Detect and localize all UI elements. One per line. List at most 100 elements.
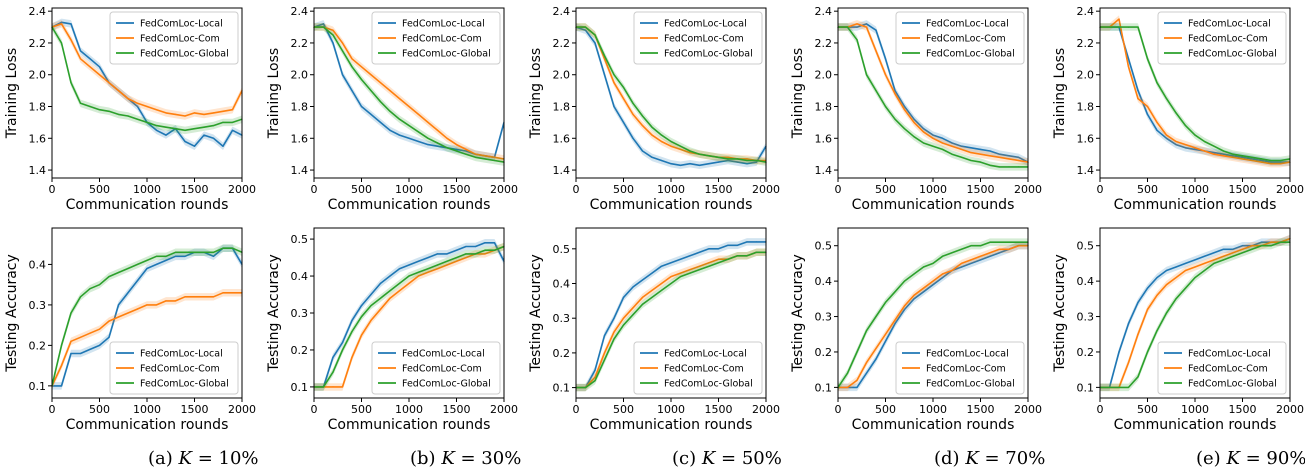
data-point-fedcomloc-local-18 <box>746 163 748 165</box>
band-fedcomloc-com <box>52 20 242 120</box>
data-point-fedcomloc-global-10 <box>408 125 410 127</box>
data-point-fedcomloc-com-6 <box>370 319 372 321</box>
data-point-fedcomloc-com-4 <box>89 66 91 68</box>
data-point-fedcomloc-global-13 <box>960 156 963 158</box>
data-point-fedcomloc-global-13 <box>960 248 963 250</box>
data-point-fedcomloc-com-8 <box>389 90 391 92</box>
data-point-fedcomloc-local-13 <box>1222 153 1225 155</box>
subplot-c-loss: 0 500 1000 1500 2000 1.4 1.6 1.8 2.0 2.2 2.4 Commun… <box>528 5 780 213</box>
legend-label-fedcomloc-global: FedComLoc-Global <box>140 49 229 60</box>
data-point-fedcomloc-global-13 <box>698 269 701 271</box>
y-tick-label: 0.5 <box>1077 240 1095 253</box>
subplot-a-acc: 0 500 1000 1500 2000 0.1 0.2 0.3 0.4 Communicatio… <box>4 227 256 433</box>
data-point-fedcomloc-local-3 <box>341 342 344 344</box>
data-point-fedcomloc-local-19 <box>755 241 758 243</box>
data-point-fedcomloc-com-5 <box>884 74 887 76</box>
x-tick-label: 500 <box>1137 403 1158 416</box>
data-point-fedcomloc-global-15 <box>717 262 720 264</box>
data-point-fedcomloc-global-4 <box>875 90 877 92</box>
data-point-fedcomloc-local-3 <box>1127 58 1130 60</box>
data-point-fedcomloc-global-4 <box>613 338 615 340</box>
data-point-fedcomloc-com-11 <box>941 142 944 144</box>
data-point-fedcomloc-local-16 <box>727 159 729 162</box>
data-point-fedcomloc-com-12 <box>427 271 429 273</box>
data-point-fedcomloc-global-6 <box>370 90 372 92</box>
subplot-c-acc: 0 500 1000 1500 2000 0.1 0.2 0.3 0.4 0.5 Communica… <box>528 227 780 433</box>
data-point-fedcomloc-com-16 <box>465 148 467 150</box>
data-point-fedcomloc-local-19 <box>493 242 496 244</box>
data-point-fedcomloc-global-14 <box>1232 153 1234 155</box>
data-point-fedcomloc-global-12 <box>1213 145 1215 147</box>
data-point-fedcomloc-local-1 <box>60 21 63 23</box>
data-point-fedcomloc-global-17 <box>736 158 739 160</box>
band-fedcomloc-global <box>838 23 1028 171</box>
data-point-fedcomloc-global-16 <box>465 253 467 255</box>
data-point-fedcomloc-com-4 <box>613 82 615 84</box>
y-axis-label: Training Loss <box>1052 48 1068 139</box>
data-point-fedcomloc-local-8 <box>127 292 129 294</box>
data-point-fedcomloc-com-10 <box>408 105 410 108</box>
data-point-fedcomloc-com-4 <box>351 356 353 358</box>
data-point-fedcomloc-global-8 <box>389 110 391 112</box>
data-point-fedcomloc-global-2 <box>856 39 858 41</box>
data-point-fedcomloc-local-7 <box>641 150 644 152</box>
data-point-fedcomloc-global-13 <box>436 142 439 144</box>
legend: FedComLoc-Local FedComLoc-Com FedComLoc-Gl… <box>1157 341 1287 395</box>
y-tick-label: 0.2 <box>291 344 309 357</box>
data-point-fedcomloc-com-15 <box>717 258 720 260</box>
y-axis-label: Testing Accuracy <box>4 254 20 373</box>
data-point-fedcomloc-global-9 <box>660 289 663 291</box>
y-tick-label: 1.4 <box>553 164 571 177</box>
legend-label-fedcomloc-com: FedComLoc-Com <box>664 364 744 375</box>
x-tick-label: 500 <box>1137 183 1158 196</box>
data-point-fedcomloc-global-11 <box>155 125 158 127</box>
data-point-fedcomloc-local-19 <box>231 129 234 131</box>
data-point-fedcomloc-local-3 <box>865 372 868 374</box>
y-tick-label: 0.4 <box>553 278 571 291</box>
y-tick-label: 0.4 <box>815 275 833 288</box>
data-point-fedcomloc-global-15 <box>455 150 458 152</box>
data-point-fedcomloc-global-3 <box>603 55 606 57</box>
data-point-fedcomloc-local-13 <box>698 251 701 253</box>
legend: FedComLoc-Local FedComLoc-Com FedComLoc-Gl… <box>895 341 1025 395</box>
band-fedcomloc-local <box>52 18 242 150</box>
data-point-fedcomloc-global-6 <box>894 291 896 293</box>
subplot-a-loss: 0 500 1000 1500 2000 1.4 1.6 1.8 2.0 2.2 2.4 Commun… <box>4 5 256 213</box>
data-point-fedcomloc-global-15 <box>717 156 720 158</box>
x-axis-label: Communication rounds <box>1114 417 1277 433</box>
x-tick-label: 1000 <box>919 183 947 196</box>
data-point-fedcomloc-global-9 <box>1184 287 1187 289</box>
data-point-fedcomloc-local-4 <box>89 58 91 60</box>
data-point-fedcomloc-com-18 <box>484 253 486 255</box>
data-point-fedcomloc-global-19 <box>1279 159 1282 162</box>
y-tick-label: 2.4 <box>291 5 309 18</box>
data-point-fedcomloc-global-18 <box>1008 241 1010 243</box>
data-point-fedcomloc-com-18 <box>222 110 224 112</box>
data-point-fedcomloc-com-4 <box>351 58 353 60</box>
data-point-fedcomloc-local-9 <box>660 159 663 162</box>
x-tick-label: 1000 <box>133 183 161 196</box>
data-point-fedcomloc-global-13 <box>1222 150 1225 152</box>
data-point-fedcomloc-local-11 <box>1203 255 1206 257</box>
data-point-fedcomloc-global-2 <box>70 82 72 84</box>
data-point-fedcomloc-local-16 <box>465 245 467 248</box>
legend-label-fedcomloc-local: FedComLoc-Local <box>664 19 747 30</box>
data-point-fedcomloc-global-19 <box>231 247 234 249</box>
y-tick-label: 2.4 <box>1077 5 1095 18</box>
data-point-fedcomloc-local-5 <box>1146 113 1149 115</box>
data-point-fedcomloc-local-17 <box>1260 241 1263 243</box>
data-point-fedcomloc-global-17 <box>474 253 477 255</box>
data-point-fedcomloc-local-5 <box>884 340 887 342</box>
y-tick-label: 1.4 <box>815 164 833 177</box>
data-point-fedcomloc-global-10 <box>146 121 148 123</box>
band-fedcomloc-global <box>314 242 504 391</box>
data-point-fedcomloc-global-1 <box>584 26 587 28</box>
x-axis-label: Communication rounds <box>852 417 1015 433</box>
data-point-fedcomloc-global-14 <box>708 265 710 267</box>
data-point-fedcomloc-local-6 <box>632 286 634 288</box>
data-point-fedcomloc-global-3 <box>865 74 868 76</box>
y-tick-label: 2.2 <box>29 37 47 50</box>
data-point-fedcomloc-com-9 <box>136 102 139 104</box>
data-point-fedcomloc-global-4 <box>1137 376 1139 378</box>
data-point-fedcomloc-com-12 <box>689 152 691 154</box>
